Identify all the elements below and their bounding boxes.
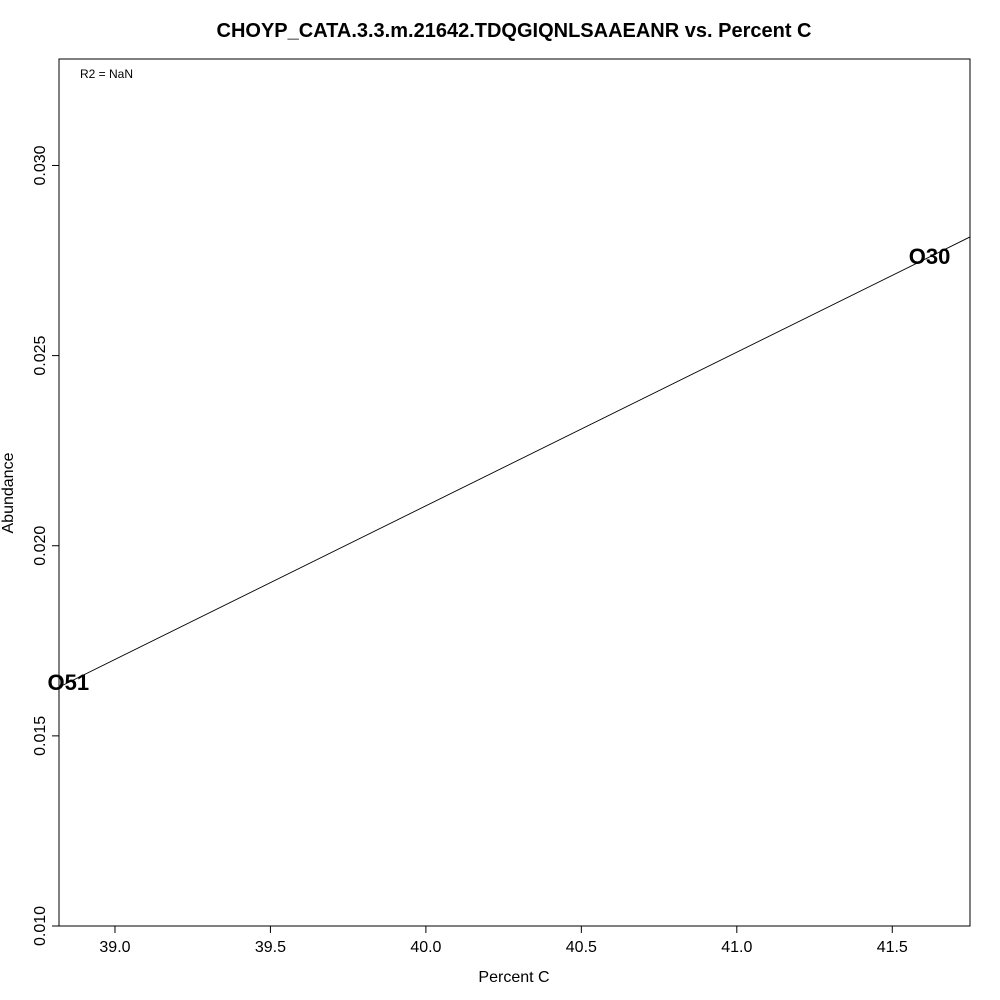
y-tick-label: 0.030 bbox=[32, 145, 49, 185]
y-tick-label: 0.015 bbox=[32, 716, 49, 756]
x-tick-label: 40.0 bbox=[410, 939, 441, 956]
fit-line-group bbox=[59, 236, 970, 688]
y-tick-label: 0.010 bbox=[32, 906, 49, 946]
r2-annotation: R2 = NaN bbox=[80, 67, 133, 81]
x-tick-label: 39.0 bbox=[99, 939, 130, 956]
fit-line bbox=[59, 236, 970, 688]
x-tick-label: 40.5 bbox=[566, 939, 597, 956]
x-tick-label: 41.5 bbox=[877, 939, 908, 956]
chart-title: CHOYP_CATA.3.3.m.21642.TDQGIQNLSAAEANR v… bbox=[217, 20, 812, 42]
point-label-o30: O30 bbox=[909, 244, 951, 269]
x-axis-label: Percent C bbox=[478, 969, 549, 986]
y-tick-label: 0.025 bbox=[32, 335, 49, 375]
point-labels: O51 O30 bbox=[48, 244, 951, 695]
y-tick-label: 0.020 bbox=[32, 526, 49, 566]
plot-area bbox=[58, 58, 971, 927]
y-axis-label: Abundance bbox=[0, 452, 17, 533]
x-tick-label: 39.5 bbox=[255, 939, 286, 956]
x-tick-label: 41.0 bbox=[721, 939, 752, 956]
x-axis: 39.0 39.5 40.0 40.5 41.0 41.5 bbox=[99, 926, 908, 956]
y-axis: 0.010 0.015 0.020 0.025 0.030 bbox=[32, 145, 59, 946]
point-label-o51: O51 bbox=[48, 670, 90, 695]
